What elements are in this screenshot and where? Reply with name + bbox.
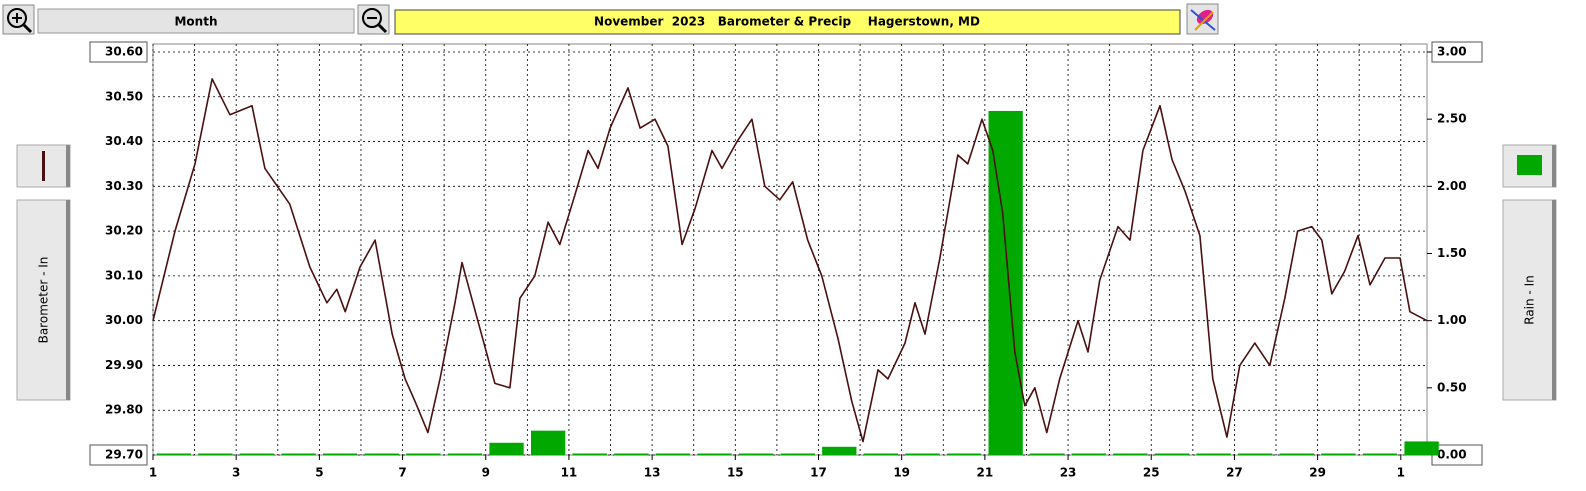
rain-bar: [1071, 453, 1106, 456]
zoom-out-button[interactable]: [357, 4, 390, 35]
rain-bar: [614, 453, 649, 456]
rain-bar: [1030, 453, 1065, 456]
rain-bar: [1321, 453, 1356, 456]
rain-bar: [323, 453, 358, 456]
x-tick-label: 7: [398, 466, 406, 480]
tick-label-box: [89, 444, 148, 466]
tick-label-box: [89, 41, 148, 63]
rain-bar: [156, 453, 191, 456]
rain-bar: [198, 453, 233, 456]
rain-bar: [946, 453, 982, 456]
rain-bar: [655, 453, 691, 456]
y-tick-label: 29.70: [105, 448, 143, 462]
y-tick-label: 30.50: [105, 89, 143, 103]
legend-line-swatch: [42, 151, 45, 181]
tick-label-box: [1431, 41, 1483, 63]
title-bar: [394, 9, 1181, 35]
rain-bar: [239, 453, 275, 456]
rain-bar: [1279, 453, 1314, 456]
rain-bar: [1362, 453, 1398, 456]
x-tick-label: 17: [810, 466, 827, 480]
view-label: Month: [174, 15, 217, 29]
rain-bar: [780, 453, 815, 456]
y-tick-label: 30.60: [105, 45, 143, 59]
y2-tick-label: 3.00: [1437, 45, 1467, 59]
y2-axis-label: Rain - In: [1523, 275, 1537, 324]
settings-icon-button[interactable]: [1186, 3, 1219, 35]
y-axis-label: Barometer - In: [37, 257, 51, 344]
y-tick-label: 30.30: [105, 179, 143, 193]
x-tick-label: 23: [1060, 466, 1077, 480]
view-button[interactable]: [37, 8, 355, 34]
plot-area: [152, 43, 1428, 456]
barometer-line: [152, 78, 1428, 443]
y-tick-label: 30.10: [105, 268, 143, 282]
y-tick-label: 29.90: [105, 358, 143, 372]
rain-bar: [738, 453, 774, 456]
x-tick-label: 19: [893, 466, 910, 480]
rain-bar: [489, 442, 524, 456]
x-tick-label: 9: [482, 466, 490, 480]
x-tick-label: 29: [1309, 466, 1326, 480]
x-tick-label: 3: [232, 466, 240, 480]
y2-tick-label: 0.50: [1437, 380, 1467, 394]
rain-bar: [364, 453, 399, 456]
y2-tick-label: 1.50: [1437, 246, 1467, 260]
zoom-in-button[interactable]: [2, 4, 35, 35]
y2-tick-label: 2.50: [1437, 112, 1467, 126]
rain-bar: [863, 453, 899, 456]
x-tick-label: 11: [561, 466, 578, 480]
x-tick-label: 21: [977, 466, 994, 480]
rain-bar: [406, 453, 441, 456]
chart-title: November 2023 Barometer & Precip Hagerst…: [594, 15, 980, 29]
y2-axis-label-button[interactable]: [1502, 199, 1557, 401]
rain-bar: [530, 430, 566, 456]
legend-bar-swatch: [1517, 155, 1542, 175]
y2-tick-label: 1.00: [1437, 313, 1467, 327]
rain-bar: [281, 453, 316, 456]
rain-bar: [1238, 453, 1273, 456]
rain-bar: [572, 453, 607, 456]
y-tick-label: 30.00: [105, 313, 143, 327]
rain-bar: [1404, 441, 1439, 456]
y2-tick-label: 0.00: [1437, 448, 1467, 462]
plot: 29.7029.8029.9030.0030.1030.2030.3030.40…: [89, 41, 1483, 480]
rain-bar: [905, 453, 940, 456]
x-tick-label: 1: [1397, 466, 1405, 480]
y-tick-label: 30.40: [105, 134, 143, 148]
x-tick-label: 1: [149, 466, 157, 480]
rain-bar: [447, 453, 483, 456]
rain-bar: [988, 110, 1023, 456]
x-tick-label: 15: [727, 466, 744, 480]
rain-bar: [1196, 453, 1231, 456]
y-tick-label: 30.20: [105, 224, 143, 238]
rain-bar: [822, 446, 857, 456]
rain-bar: [697, 453, 732, 456]
x-tick-label: 27: [1226, 466, 1243, 480]
rain-bar: [1154, 453, 1190, 456]
y2-tick-label: 2.00: [1437, 179, 1467, 193]
y-axis-label-button[interactable]: [16, 199, 71, 401]
x-tick-label: 13: [644, 466, 661, 480]
x-tick-label: 25: [1143, 466, 1160, 480]
rain-bar: [1113, 453, 1148, 456]
x-tick-label: 5: [315, 466, 323, 480]
y-tick-label: 29.80: [105, 403, 143, 417]
